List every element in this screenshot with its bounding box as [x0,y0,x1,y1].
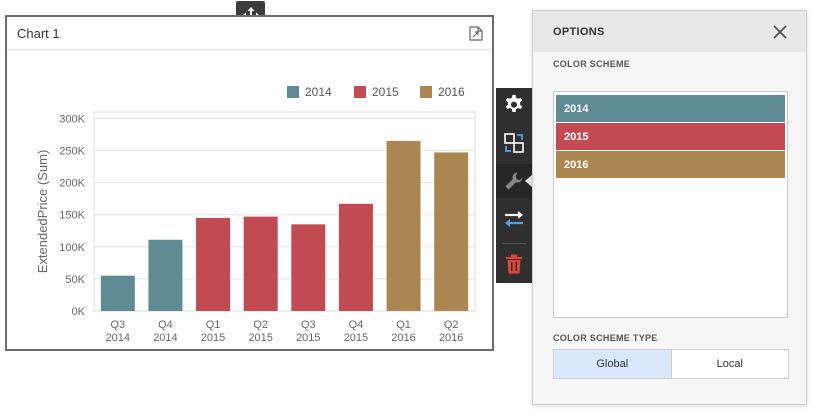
interactivity-button[interactable] [496,202,532,236]
delete-button[interactable] [496,247,532,281]
legend-label: 2014 [305,85,332,99]
trash-icon [506,254,522,274]
bar [196,217,231,311]
x-tick-label: 2015 [248,332,272,344]
legend-label: 2016 [438,85,465,99]
bar [434,152,469,311]
options-header: OPTIONS [533,11,806,52]
card-header: Chart 1 [7,17,492,50]
bar [100,275,135,311]
gear-icon [505,94,523,112]
convert-button[interactable] [496,126,532,160]
x-tick-label: Q3 [301,319,316,331]
x-tick-label: 2014 [106,332,130,344]
options-title: OPTIONS [553,25,605,38]
color-scheme-list[interactable]: 2014 2015 2016 [553,91,788,318]
toolbar-divider [502,243,526,244]
close-button[interactable] [772,24,788,40]
x-tick-label: Q2 [253,319,268,331]
x-tick-label: Q4 [158,319,173,331]
legend-swatch [420,86,432,98]
y-tick-label: 50K [65,274,85,286]
x-tick-label: 2015 [344,332,368,344]
legend-label: 2015 [372,85,399,99]
bar [148,239,183,311]
color-scheme-type-label: COLOR SCHEME TYPE [553,333,658,343]
y-tick-label: 100K [59,242,85,254]
y-tick-label: 300K [59,113,85,125]
x-tick-label: 2015 [296,332,320,344]
chart-title: Chart 1 [17,25,60,41]
x-tick-label: 2015 [201,332,225,344]
legend-swatch [287,86,299,98]
y-axis-label: ExtendedPrice (Sum) [35,150,50,274]
color-scheme-item[interactable]: 2014 [556,95,785,122]
y-tick-label: 250K [59,146,85,158]
bar [291,224,326,311]
settings-button[interactable] [496,88,532,122]
chart-card[interactable]: Chart 1 0K 50K 100K 150K 200K 250K 300K Extende… [5,15,494,351]
toolbar-pointer [525,175,532,187]
swap-arrows-icon [505,211,523,227]
x-tick-label: 2016 [439,332,463,344]
x-tick-label: 2014 [153,332,177,344]
bar [386,140,421,311]
export-icon[interactable] [468,25,484,41]
x-tick-label: Q1 [396,319,411,331]
wrench-icon [505,172,523,190]
x-tick-label: Q1 [206,319,221,331]
bar-chart: 0K 50K 100K 150K 200K 250K 300K ExtendedPrice (… [35,85,476,344]
color-scheme-label: COLOR SCHEME [553,59,631,69]
scheme-type-local-button[interactable]: Local [670,350,789,378]
y-tick-label: 0K [72,306,86,318]
y-tick-label: 200K [59,178,85,190]
scheme-type-global-button[interactable]: Global [554,350,671,378]
color-scheme-item[interactable]: 2016 [556,151,785,178]
x-tick-label: Q2 [444,319,459,331]
color-scheme-item[interactable]: 2015 [556,123,785,150]
legend-swatch [354,86,366,98]
bar [243,216,278,311]
options-panel: OPTIONS COLOR SCHEME 2014 2015 2016 COLOR … [532,10,807,405]
x-tick-label: 2016 [391,332,415,344]
x-tick-label: Q3 [110,319,125,331]
bar [338,203,373,311]
swap-layout-icon [504,133,524,153]
x-tick-label: Q4 [349,319,364,331]
plot-area [93,111,476,312]
y-tick-label: 150K [59,210,85,222]
close-icon [773,24,787,39]
color-scheme-type-toggle[interactable]: Global Local [553,349,789,379]
